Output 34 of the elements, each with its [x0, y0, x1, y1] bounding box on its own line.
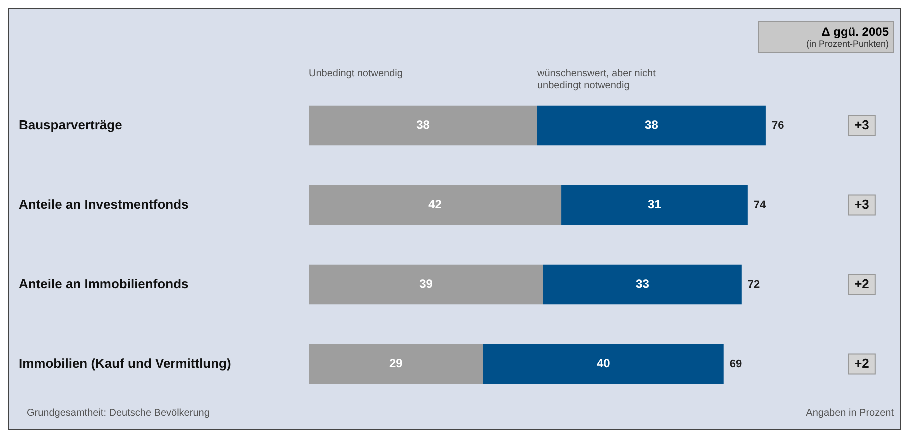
bar: [562, 185, 748, 226]
total-label: 72: [748, 278, 760, 291]
data-label: 29: [390, 356, 404, 371]
bar: [543, 264, 742, 305]
data-label: 42: [428, 198, 442, 212]
text: +2: [854, 276, 870, 292]
data-label: 38: [645, 118, 659, 132]
text: +3: [854, 196, 870, 212]
data-label: 39: [420, 277, 434, 292]
y-tick-label: Anteile an Immobilienfonds: [19, 276, 189, 292]
text: Grundgesamtheit: Deutsche Bevölkerung: [27, 408, 210, 419]
text: +2: [854, 356, 870, 371]
total-label: 74: [754, 199, 768, 212]
data-label: 38: [416, 118, 430, 132]
bar: [309, 185, 562, 226]
data-label: 40: [596, 356, 611, 371]
y-tick-label: Bausparverträge: [19, 117, 122, 132]
total-label: 76: [772, 120, 784, 132]
bar: [483, 344, 724, 384]
y-tick-label: Anteile an Investmentfonds: [19, 196, 189, 212]
series-label: wünschenswert, aber nicht unbedingt notwendig: [536, 68, 656, 92]
text: Δ ggü. 2005: [820, 25, 889, 39]
bar: [309, 264, 544, 305]
y-tick-label: Immobilien (Kauf und Vermittlung): [19, 356, 232, 371]
text: +3: [854, 117, 870, 132]
bar: [537, 106, 766, 146]
data-label: 31: [648, 198, 662, 212]
bar: [309, 344, 484, 384]
bar: [309, 106, 538, 146]
text: (in Prozent-Punkten): [805, 39, 889, 49]
total-label: 69: [730, 358, 742, 370]
text: Angaben in Prozent: [806, 408, 894, 419]
data-label: 33: [636, 277, 650, 292]
text: Unbedingt notwendig: [309, 68, 403, 80]
